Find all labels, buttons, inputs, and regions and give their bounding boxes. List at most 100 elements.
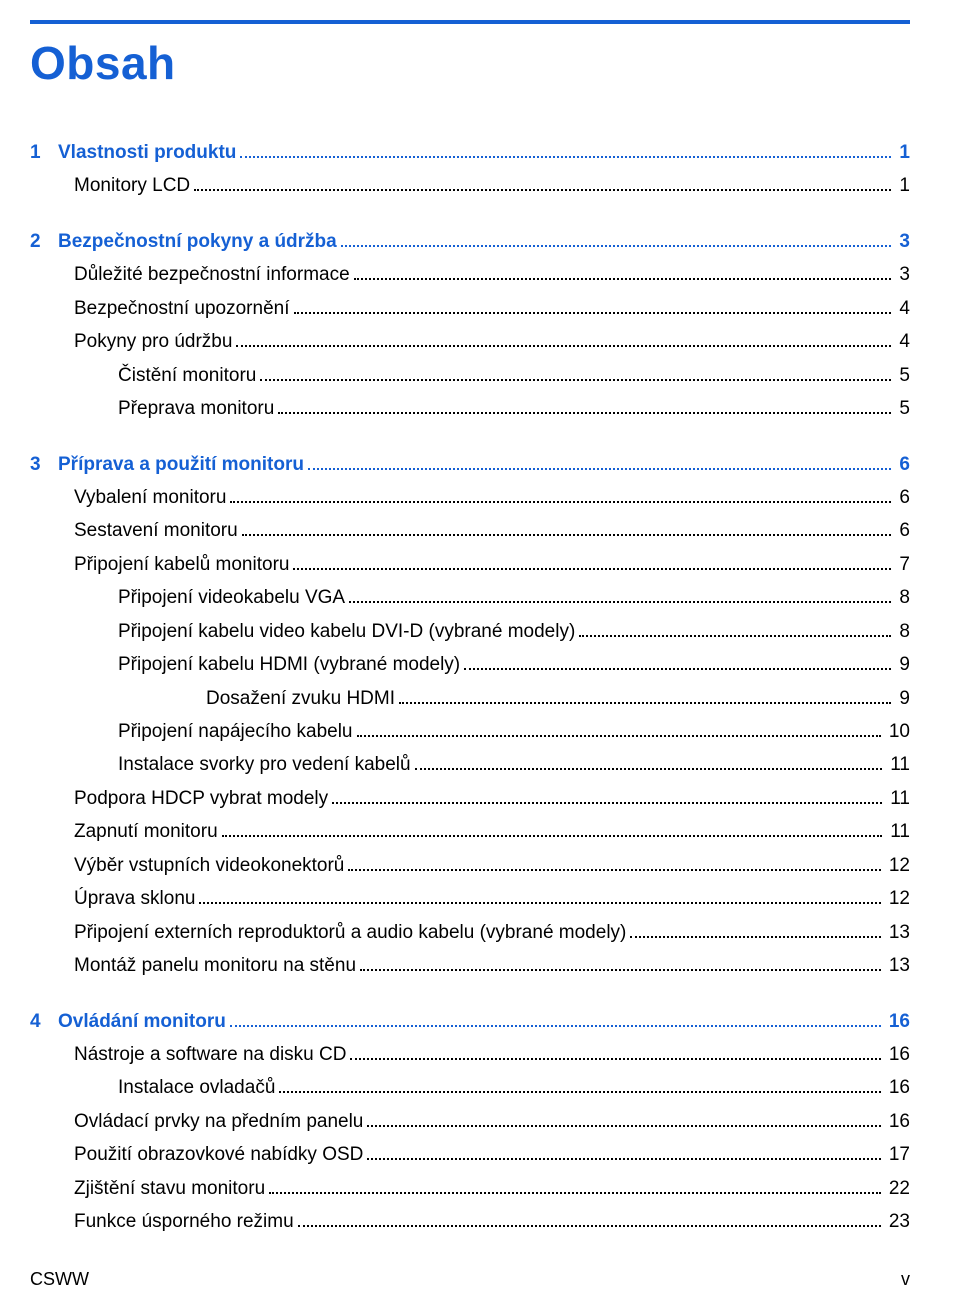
toc-page-number: 11 — [886, 784, 910, 813]
toc-leader — [278, 397, 891, 414]
toc-label: Vybalení monitoru — [74, 483, 226, 512]
toc-leader — [269, 1177, 881, 1194]
toc-leader — [399, 686, 891, 703]
toc-leader — [194, 174, 891, 191]
toc-chapter[interactable]: 4Ovládání monitoru 16 — [30, 1007, 910, 1036]
toc-label: 2Bezpečnostní pokyny a údržba — [30, 227, 337, 256]
toc-label: Výběr vstupních videokonektorů — [74, 851, 344, 880]
toc-label: Připojení kabelů monitoru — [74, 550, 289, 579]
toc-label: Připojení kabelu HDMI (vybrané modely) — [118, 650, 460, 679]
toc-entry[interactable]: Výběr vstupních videokonektorů 12 — [30, 851, 910, 880]
toc-entry[interactable]: Připojení kabelu video kabelu DVI-D (vyb… — [30, 617, 910, 646]
toc-entry[interactable]: Dosažení zvuku HDMI 9 — [30, 684, 910, 713]
toc-entry[interactable]: Nástroje a software na disku CD 16 — [30, 1040, 910, 1069]
toc-entry[interactable]: Přeprava monitoru 5 — [30, 394, 910, 423]
toc-entry[interactable]: Pokyny pro údržbu 4 — [30, 327, 910, 356]
toc-entry[interactable]: Funkce úsporného režimu 23 — [30, 1207, 910, 1236]
top-rule — [30, 20, 910, 24]
toc-page-number: 22 — [885, 1174, 910, 1203]
toc-chapter[interactable]: 2Bezpečnostní pokyny a údržba 3 — [30, 227, 910, 256]
toc-entry[interactable]: Zapnutí monitoru 11 — [30, 817, 910, 846]
toc-label: Úprava sklonu — [74, 884, 195, 913]
toc-label: Monitory LCD — [74, 171, 190, 200]
toc-chapter[interactable]: 3Příprava a použití monitoru 6 — [30, 450, 910, 479]
page: Obsah 1Vlastnosti produktu 1 Monitory LCD… — [0, 0, 960, 1316]
toc-page-number: 13 — [885, 918, 910, 947]
toc-entry[interactable]: Instalace ovladačů 16 — [30, 1073, 910, 1102]
toc-label: Podpora HDCP vybrat modely — [74, 784, 328, 813]
toc-chapter-number: 1 — [30, 138, 58, 167]
toc-leader — [222, 820, 883, 837]
toc-entry[interactable]: Zjištění stavu monitoru 22 — [30, 1174, 910, 1203]
toc-label: Připojení kabelu video kabelu DVI-D (vyb… — [118, 617, 575, 646]
toc-page-number: 7 — [895, 550, 910, 579]
toc-label: Montáž panelu monitoru na stěnu — [74, 951, 356, 980]
table-of-contents: 1Vlastnosti produktu 1Monitory LCD 12Bez… — [30, 138, 910, 1237]
toc-page-number: 4 — [895, 327, 910, 356]
toc-label: Funkce úsporného režimu — [74, 1207, 294, 1236]
toc-page-number: 12 — [885, 884, 910, 913]
toc-leader — [579, 620, 891, 637]
toc-label: Důležité bezpečnostní informace — [74, 260, 350, 289]
toc-label: Nástroje a software na disku CD — [74, 1040, 346, 1069]
toc-entry[interactable]: Připojení externích reproduktorů a audio… — [30, 918, 910, 947]
toc-entry[interactable]: Připojení napájecího kabelu 10 — [30, 717, 910, 746]
toc-leader — [464, 653, 891, 670]
footer-right: v — [901, 1269, 910, 1290]
toc-entry[interactable]: Důležité bezpečnostní informace 3 — [30, 260, 910, 289]
toc-page-number: 16 — [885, 1040, 910, 1069]
toc-entry[interactable]: Použití obrazovkové nabídky OSD 17 — [30, 1140, 910, 1169]
toc-entry[interactable]: Připojení kabelu HDMI (vybrané modely) 9 — [30, 650, 910, 679]
toc-leader — [367, 1110, 880, 1127]
toc-entry[interactable]: Připojení kabelů monitoru 7 — [30, 550, 910, 579]
toc-leader — [279, 1076, 880, 1093]
toc-page-number: 9 — [895, 650, 910, 679]
toc-entry[interactable]: Instalace svorky pro vedení kabelů 11 — [30, 750, 910, 779]
toc-page-number: 16 — [885, 1107, 910, 1136]
toc-page-number: 6 — [895, 450, 910, 479]
toc-entry[interactable]: Vybalení monitoru 6 — [30, 483, 910, 512]
toc-chapter-number: 3 — [30, 450, 58, 479]
toc-label: Zjištění stavu monitoru — [74, 1174, 265, 1203]
toc-page-number: 16 — [885, 1007, 910, 1036]
toc-leader — [360, 954, 881, 971]
footer-left: CSWW — [30, 1269, 89, 1290]
toc-label: Připojení externích reproduktorů a audio… — [74, 918, 626, 947]
toc-leader — [354, 263, 892, 280]
toc-leader — [348, 854, 880, 871]
toc-chapter-number: 4 — [30, 1007, 58, 1036]
toc-leader — [630, 921, 880, 938]
toc-chapter[interactable]: 1Vlastnosti produktu 1 — [30, 138, 910, 167]
toc-label: Čistění monitoru — [118, 361, 256, 390]
toc-label: Dosažení zvuku HDMI — [206, 684, 395, 713]
toc-page-number: 8 — [895, 583, 910, 612]
toc-label: Sestavení monitoru — [74, 516, 238, 545]
toc-label: Připojení napájecího kabelu — [118, 717, 353, 746]
toc-page-number: 4 — [895, 294, 910, 323]
toc-leader — [242, 519, 892, 536]
toc-label: Bezpečnostní upozornění — [74, 294, 290, 323]
toc-entry[interactable]: Čistění monitoru 5 — [30, 361, 910, 390]
toc-label: Připojení videokabelu VGA — [118, 583, 345, 612]
toc-label: Zapnutí monitoru — [74, 817, 218, 846]
toc-label: 1Vlastnosti produktu — [30, 138, 236, 167]
toc-entry[interactable]: Montáž panelu monitoru na stěnu 13 — [30, 951, 910, 980]
toc-page-number: 10 — [885, 717, 910, 746]
toc-page-number: 8 — [895, 617, 910, 646]
page-title: Obsah — [30, 36, 910, 90]
footer: CSWW v — [30, 1269, 910, 1290]
toc-entry[interactable]: Ovládací prvky na předním panelu 16 — [30, 1107, 910, 1136]
toc-leader — [308, 452, 891, 469]
toc-label: Pokyny pro údržbu — [74, 327, 232, 356]
toc-page-number: 3 — [895, 227, 910, 256]
toc-leader — [350, 1043, 880, 1060]
toc-leader — [230, 486, 891, 503]
toc-page-number: 11 — [886, 817, 910, 846]
toc-entry[interactable]: Podpora HDCP vybrat modely 11 — [30, 784, 910, 813]
toc-entry[interactable]: Sestavení monitoru 6 — [30, 516, 910, 545]
toc-entry[interactable]: Připojení videokabelu VGA 8 — [30, 583, 910, 612]
toc-entry[interactable]: Úprava sklonu 12 — [30, 884, 910, 913]
toc-leader — [357, 720, 881, 737]
toc-entry[interactable]: Monitory LCD 1 — [30, 171, 910, 200]
toc-entry[interactable]: Bezpečnostní upozornění 4 — [30, 294, 910, 323]
